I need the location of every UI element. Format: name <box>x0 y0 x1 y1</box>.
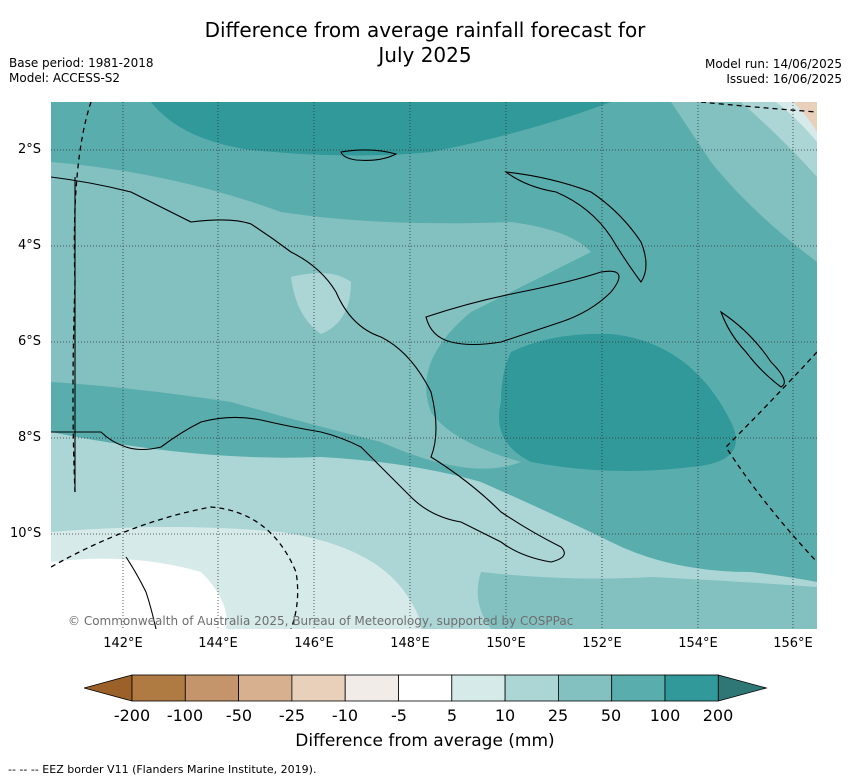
base-period: Base period: 1981-2018 <box>9 56 154 70</box>
lat-label-10s: 10°S <box>10 526 42 541</box>
lon-label-144e: 144°E <box>198 636 238 651</box>
colorbar-segment <box>611 674 666 702</box>
band-25-50-northeast <box>671 102 817 262</box>
lon-label-146e: 146°E <box>294 636 334 651</box>
cbar-tick-25: 25 <box>547 706 569 725</box>
model-run: Model run: 14/06/2025 <box>704 57 842 71</box>
lat-label-8s: 8°S <box>18 430 42 445</box>
colorbar-segment <box>184 674 240 702</box>
issued-date: Issued: 16/06/2025 <box>726 72 842 86</box>
run-info: Model run: 14/06/2025 Issued: 16/06/2025 <box>705 57 842 87</box>
band-neg-northeast <box>793 102 817 132</box>
rainfall-map <box>51 102 817 629</box>
colorbar-segment <box>291 674 346 702</box>
band-10-25-central <box>291 273 351 334</box>
cbar-tick-5: 5 <box>446 706 458 725</box>
cape-york-coast <box>125 556 157 629</box>
lon-label-152e: 152°E <box>582 636 622 651</box>
cbar-tick-10: 10 <box>494 706 516 725</box>
band-neutral-southwest <box>51 558 227 629</box>
colorbar-segment <box>557 674 613 702</box>
colorbar-title: Difference from average (mm) <box>295 731 555 751</box>
lon-label-156e: 156°E <box>773 636 813 651</box>
title-line-1: Difference from average rainfall forecas… <box>204 18 646 42</box>
cbar-tick-neg10: -10 <box>331 706 359 725</box>
colorbar-segment <box>131 674 186 702</box>
new-guinea-coast <box>51 176 565 563</box>
eez-north <box>700 102 817 113</box>
lon-label-148e: 148°E <box>390 636 430 651</box>
band-100-200-central <box>499 333 736 471</box>
cbar-tick-neg5: -5 <box>391 706 407 725</box>
new-britain-coast <box>425 270 620 346</box>
colorbar-arrow-high <box>717 674 768 702</box>
eez-legend: -- -- -- EEZ border V11 (Flanders Marine… <box>8 763 317 776</box>
lon-label-142e: 142°E <box>103 636 143 651</box>
band-25-50-southeast <box>477 572 817 629</box>
map-title: Difference from average rainfall forecas… <box>0 18 850 68</box>
lat-label-4s: 4°S <box>18 238 42 253</box>
copyright-notice: © Commonwealth of Australia 2025, Bureau… <box>68 614 574 628</box>
colorbar-segment <box>398 674 453 702</box>
eez-west <box>72 102 92 493</box>
cbar-tick-neg100: -100 <box>166 706 204 725</box>
manus-coast <box>340 149 398 161</box>
lat-label-6s: 6°S <box>18 334 42 349</box>
cbar-tick-200: 200 <box>702 706 734 725</box>
title-line-2: July 2025 <box>378 43 472 67</box>
lon-label-154e: 154°E <box>678 636 718 651</box>
colorbar-arrow-low <box>84 674 133 702</box>
colorbar-segment <box>238 674 293 702</box>
bougainville-coast <box>719 310 785 388</box>
cbar-tick-100: 100 <box>649 706 681 725</box>
colorbar <box>84 674 768 702</box>
colorbar-segment <box>344 674 399 702</box>
model-info: Base period: 1981-2018 Model: ACCESS-S2 <box>9 56 154 86</box>
model-name: Model: ACCESS-S2 <box>9 71 121 85</box>
cbar-tick-neg25: -25 <box>278 706 306 725</box>
cbar-tick-neg200: -200 <box>113 706 151 725</box>
colorbar-segment <box>451 674 506 702</box>
cbar-tick-50: 50 <box>600 706 622 725</box>
new-ireland-coast <box>504 171 647 283</box>
band-100-200-north <box>151 102 611 156</box>
eez-border <box>51 102 817 629</box>
colorbar-segment <box>504 674 559 702</box>
lat-label-2s: 2°S <box>18 142 42 157</box>
map-canvas <box>51 102 817 629</box>
cbar-tick-neg50: -50 <box>225 706 253 725</box>
colorbar-segment <box>664 674 719 702</box>
lon-label-150e: 150°E <box>486 636 526 651</box>
